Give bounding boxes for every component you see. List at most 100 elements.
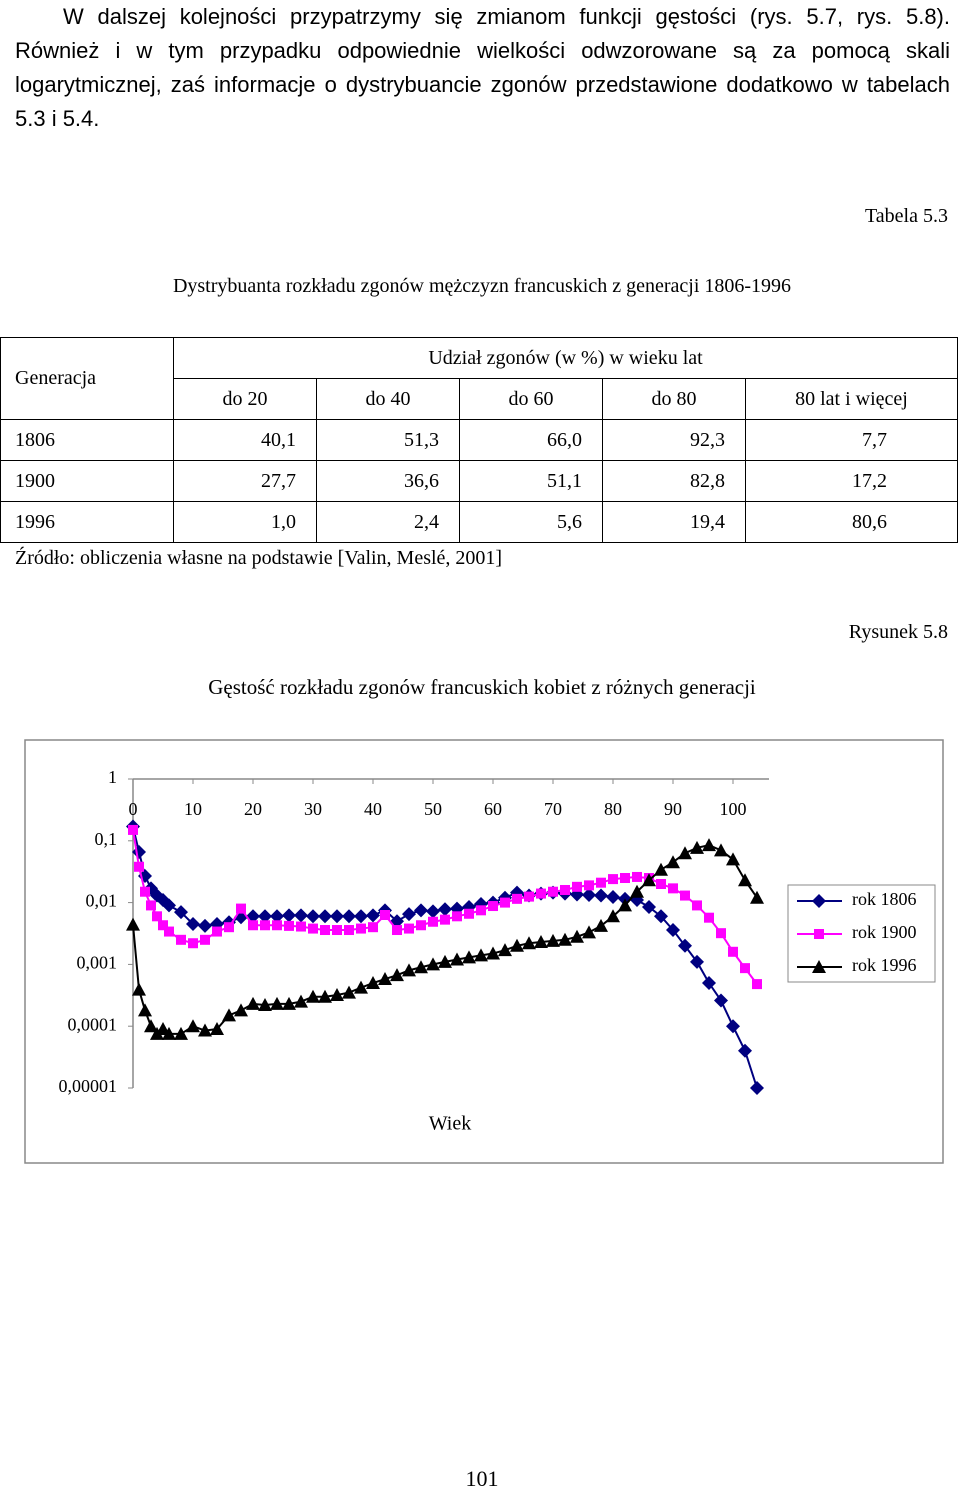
marker bbox=[186, 917, 200, 932]
paragraph: W dalszej kolejności przypatrzymy się zm… bbox=[15, 4, 950, 131]
legend-label: rok 1900 bbox=[852, 922, 917, 942]
y-tick-label: 0,1 bbox=[95, 829, 118, 849]
cell: 1806 bbox=[0, 419, 174, 461]
marker bbox=[128, 824, 138, 835]
marker bbox=[510, 938, 524, 952]
marker bbox=[534, 935, 548, 949]
marker bbox=[236, 903, 246, 914]
marker bbox=[212, 926, 222, 937]
marker bbox=[536, 888, 546, 899]
marker bbox=[690, 954, 704, 969]
cell: 36,6 bbox=[316, 460, 460, 502]
x-tick-label: 80 bbox=[604, 799, 622, 819]
marker bbox=[702, 976, 716, 991]
marker bbox=[704, 912, 714, 923]
marker bbox=[524, 891, 534, 902]
legend-marker bbox=[812, 960, 826, 973]
marker bbox=[630, 884, 644, 898]
marker bbox=[620, 873, 630, 884]
marker bbox=[198, 1023, 212, 1037]
marker bbox=[306, 909, 320, 924]
marker bbox=[270, 909, 284, 924]
cell: 1996 bbox=[0, 501, 174, 543]
marker bbox=[258, 909, 272, 924]
x-tick-label: 40 bbox=[364, 799, 382, 819]
x-tick-label: 70 bbox=[544, 799, 562, 819]
chart: Wiek 1 0,1 0,01 0,001 0,0001 0,00001 0 10 20 30 40… bbox=[24, 739, 944, 1164]
marker bbox=[474, 948, 488, 962]
marker bbox=[234, 1003, 248, 1017]
marker bbox=[198, 918, 212, 933]
x-tick-label: 20 bbox=[244, 799, 262, 819]
marker bbox=[164, 926, 174, 937]
marker bbox=[342, 909, 356, 924]
marker bbox=[344, 925, 354, 936]
chart-title: Gęstość rozkładu zgonów francuskich kobi… bbox=[208, 675, 756, 699]
cell: 40,1 bbox=[173, 419, 317, 461]
marker bbox=[666, 923, 680, 938]
marker bbox=[356, 923, 366, 934]
marker bbox=[428, 916, 438, 927]
table-label: Tabela 5.3 bbox=[864, 205, 948, 227]
marker bbox=[186, 1019, 200, 1033]
x-tick-label: 50 bbox=[424, 799, 442, 819]
marker bbox=[666, 855, 680, 869]
marker bbox=[596, 877, 606, 888]
marker bbox=[714, 843, 728, 857]
header-cell: 80 lat i więcej bbox=[745, 378, 958, 420]
cell: 1,0 bbox=[173, 501, 317, 543]
marker bbox=[414, 903, 428, 918]
cell: 80,6 bbox=[745, 501, 958, 543]
page-number: 101 bbox=[465, 1466, 499, 1491]
marker bbox=[656, 878, 666, 889]
marker bbox=[404, 923, 414, 934]
marker bbox=[330, 987, 344, 1001]
marker bbox=[318, 909, 332, 924]
marker bbox=[342, 985, 356, 999]
marker bbox=[558, 932, 572, 946]
marker bbox=[594, 888, 608, 903]
marker bbox=[584, 880, 594, 891]
marker bbox=[680, 890, 690, 901]
marker bbox=[668, 883, 678, 894]
marker bbox=[750, 1081, 764, 1095]
marker bbox=[606, 909, 620, 923]
legend-marker bbox=[812, 894, 826, 908]
marker bbox=[716, 928, 726, 939]
marker bbox=[158, 920, 168, 931]
marker bbox=[138, 1003, 152, 1017]
cell: 51,1 bbox=[459, 460, 603, 502]
marker bbox=[426, 904, 440, 919]
marker bbox=[248, 920, 258, 931]
marker bbox=[642, 873, 656, 887]
marker bbox=[500, 897, 510, 908]
cell: 51,3 bbox=[316, 419, 460, 461]
y-tick-label: 0,01 bbox=[86, 891, 118, 911]
cell: 17,2 bbox=[745, 460, 958, 502]
marker bbox=[162, 1026, 176, 1040]
marker bbox=[210, 1022, 224, 1036]
marker bbox=[618, 898, 632, 912]
marker bbox=[738, 873, 752, 887]
x-tick-label: 60 bbox=[484, 799, 502, 819]
header-cell: do 80 bbox=[602, 378, 746, 420]
marker bbox=[512, 893, 522, 904]
marker bbox=[320, 925, 330, 936]
marker bbox=[606, 890, 620, 905]
marker bbox=[354, 909, 368, 924]
header-cell: Udział zgonów (w %) w wieku lat bbox=[173, 337, 958, 379]
marker bbox=[258, 998, 272, 1012]
marker bbox=[134, 861, 144, 872]
cell: 27,7 bbox=[173, 460, 317, 502]
marker bbox=[702, 838, 716, 852]
marker bbox=[222, 1008, 236, 1022]
marker bbox=[224, 922, 234, 933]
marker bbox=[750, 890, 764, 904]
marker bbox=[440, 914, 450, 925]
marker bbox=[582, 925, 596, 939]
marker bbox=[416, 920, 426, 931]
cell: 66,0 bbox=[459, 419, 603, 461]
marker bbox=[582, 887, 596, 902]
marker bbox=[390, 968, 404, 982]
